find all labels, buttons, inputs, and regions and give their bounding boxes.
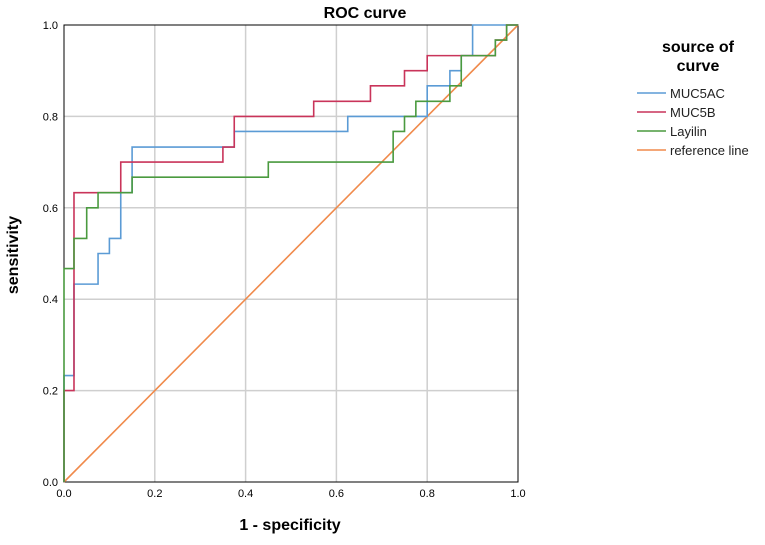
x-tick-label: 0.2 [147, 488, 162, 500]
legend: source of curve MUC5AC MUC5B Layilin refere… [637, 39, 749, 158]
y-tick-label: 1.0 [43, 20, 58, 32]
chart-title: ROC curve [324, 5, 407, 22]
y-tick-label: 0.0 [43, 477, 58, 489]
legend-items: MUC5AC MUC5B Layilin reference line [637, 86, 749, 158]
x-tick-label: 1.0 [510, 488, 525, 500]
y-tick-label: 0.4 [43, 294, 58, 306]
x-axis-title: 1 - specificity [239, 517, 340, 534]
axis-ticks: 0.0 0.2 0.4 0.6 0.8 1.0 0.0 0.2 0.4 0.6 0.8 1.0 [43, 20, 526, 500]
y-tick-label: 0.6 [43, 203, 58, 215]
legend-label-muc5b: MUC5B [670, 105, 716, 120]
legend-label-muc5ac: MUC5AC [670, 86, 725, 101]
x-tick-label: 0.4 [238, 488, 253, 500]
plot-border [63, 24, 519, 483]
legend-title-line2: curve [677, 58, 720, 75]
legend-label-layilin: Layilin [670, 124, 707, 139]
y-axis-title: sensitivity [5, 216, 22, 294]
x-tick-label: 0.6 [329, 488, 344, 500]
legend-title-line1: source of [662, 39, 735, 56]
x-tick-label: 0.8 [420, 488, 435, 500]
x-tick-label: 0.0 [56, 488, 71, 500]
legend-label-reference-line: reference line [670, 143, 749, 158]
y-tick-label: 0.2 [43, 386, 58, 398]
y-tick-label: 0.8 [43, 111, 58, 123]
series-line-layilin [63, 24, 518, 482]
series-layer [63, 24, 519, 483]
